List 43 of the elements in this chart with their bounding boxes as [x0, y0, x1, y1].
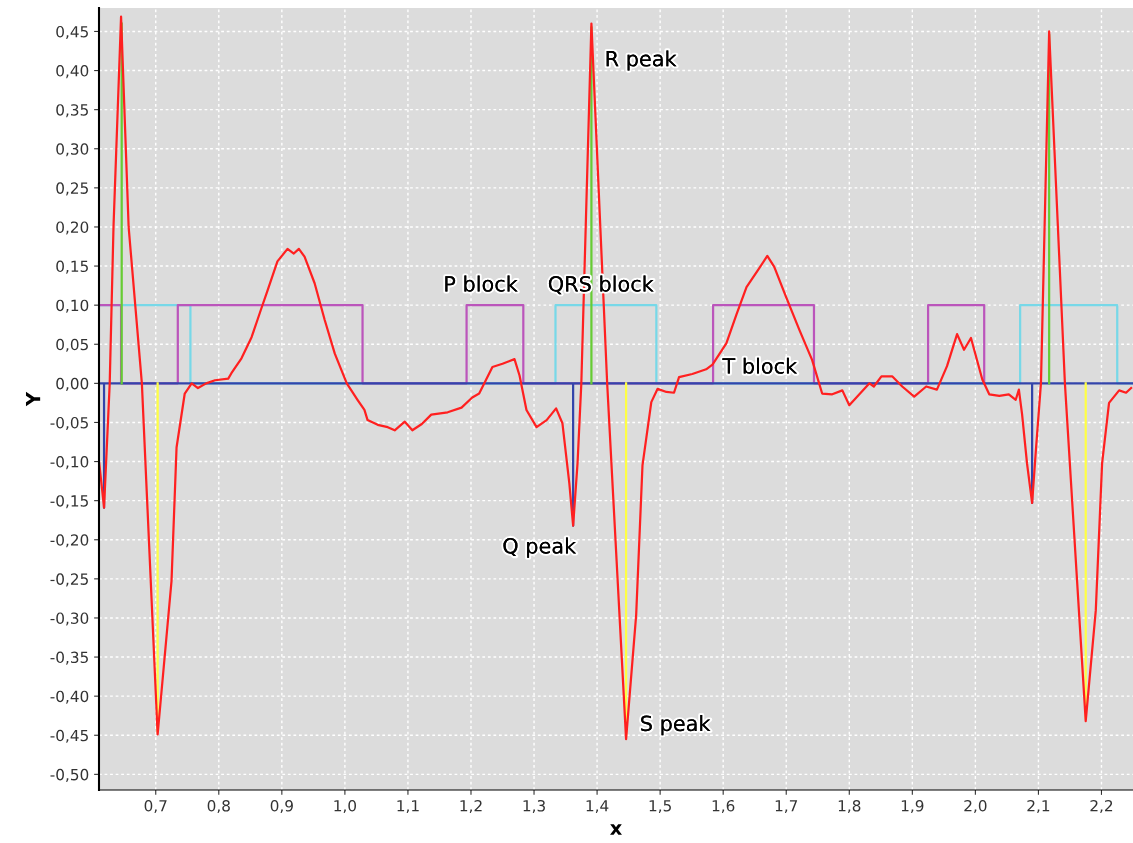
- y-tick-label: -0,30: [50, 612, 89, 626]
- y-tick-label: -0,05: [50, 416, 88, 431]
- x-tick-label: 1,6: [712, 799, 735, 814]
- x-tick-label: 1,4: [586, 800, 609, 814]
- x-tick-label: 1,7: [775, 800, 798, 814]
- y-axis-title: Y: [25, 391, 41, 407]
- annotation: S peak: [641, 715, 711, 736]
- x-tick-label: 0,8: [207, 799, 230, 814]
- x-tick-label: 2,1: [1027, 799, 1050, 814]
- y-tick-label: 0,05: [56, 338, 88, 352]
- y-tick-label: 0,40: [56, 65, 89, 79]
- y-tick-label: -0,10: [50, 456, 89, 470]
- y-tick-label: -0,50: [50, 768, 89, 782]
- x-tick-label: 1,1: [397, 800, 419, 814]
- annotation: P block: [445, 275, 518, 292]
- y-tick-label: 0,35: [56, 104, 88, 118]
- y-tick-label: -0,25: [50, 573, 88, 587]
- y-tick-label: 0,45: [56, 25, 88, 40]
- x-tick-label: 1,8: [838, 799, 861, 814]
- annotation: Q peak: [503, 537, 577, 558]
- x-tick-label: 0,9: [270, 799, 293, 814]
- y-tick-label: -0,35: [50, 651, 88, 665]
- y-tick-label: 0,20: [56, 221, 89, 235]
- x-tick-label: 1,2: [460, 799, 482, 814]
- x-axis-title: x: [610, 824, 622, 835]
- y-tick-label: 0,30: [56, 143, 89, 157]
- y-tick-label: 0,10: [56, 299, 89, 313]
- x-tick-label: 0,7: [144, 799, 167, 814]
- x-tick-label: 1,3: [523, 799, 545, 814]
- x-tick-label: 1,9: [901, 799, 924, 814]
- x-tick-label: 1,5: [649, 800, 671, 814]
- x-tick-label: 2,2: [1090, 799, 1113, 814]
- annotation: T block: [722, 357, 798, 374]
- x-tick-label: 1,0: [334, 799, 357, 814]
- y-tick-label: -0,45: [50, 729, 88, 743]
- annotation: R peak: [606, 50, 677, 71]
- y-tick-label: 0,15: [56, 260, 88, 274]
- y-tick-label: -0,15: [50, 495, 88, 509]
- y-tick-label: -0,20: [50, 534, 89, 548]
- y-tick-label: -0,40: [50, 690, 89, 704]
- x-tick-label: 2,0: [964, 799, 987, 814]
- y-tick-label: 0,00: [56, 377, 89, 391]
- y-tick-label: 0,25: [56, 182, 88, 196]
